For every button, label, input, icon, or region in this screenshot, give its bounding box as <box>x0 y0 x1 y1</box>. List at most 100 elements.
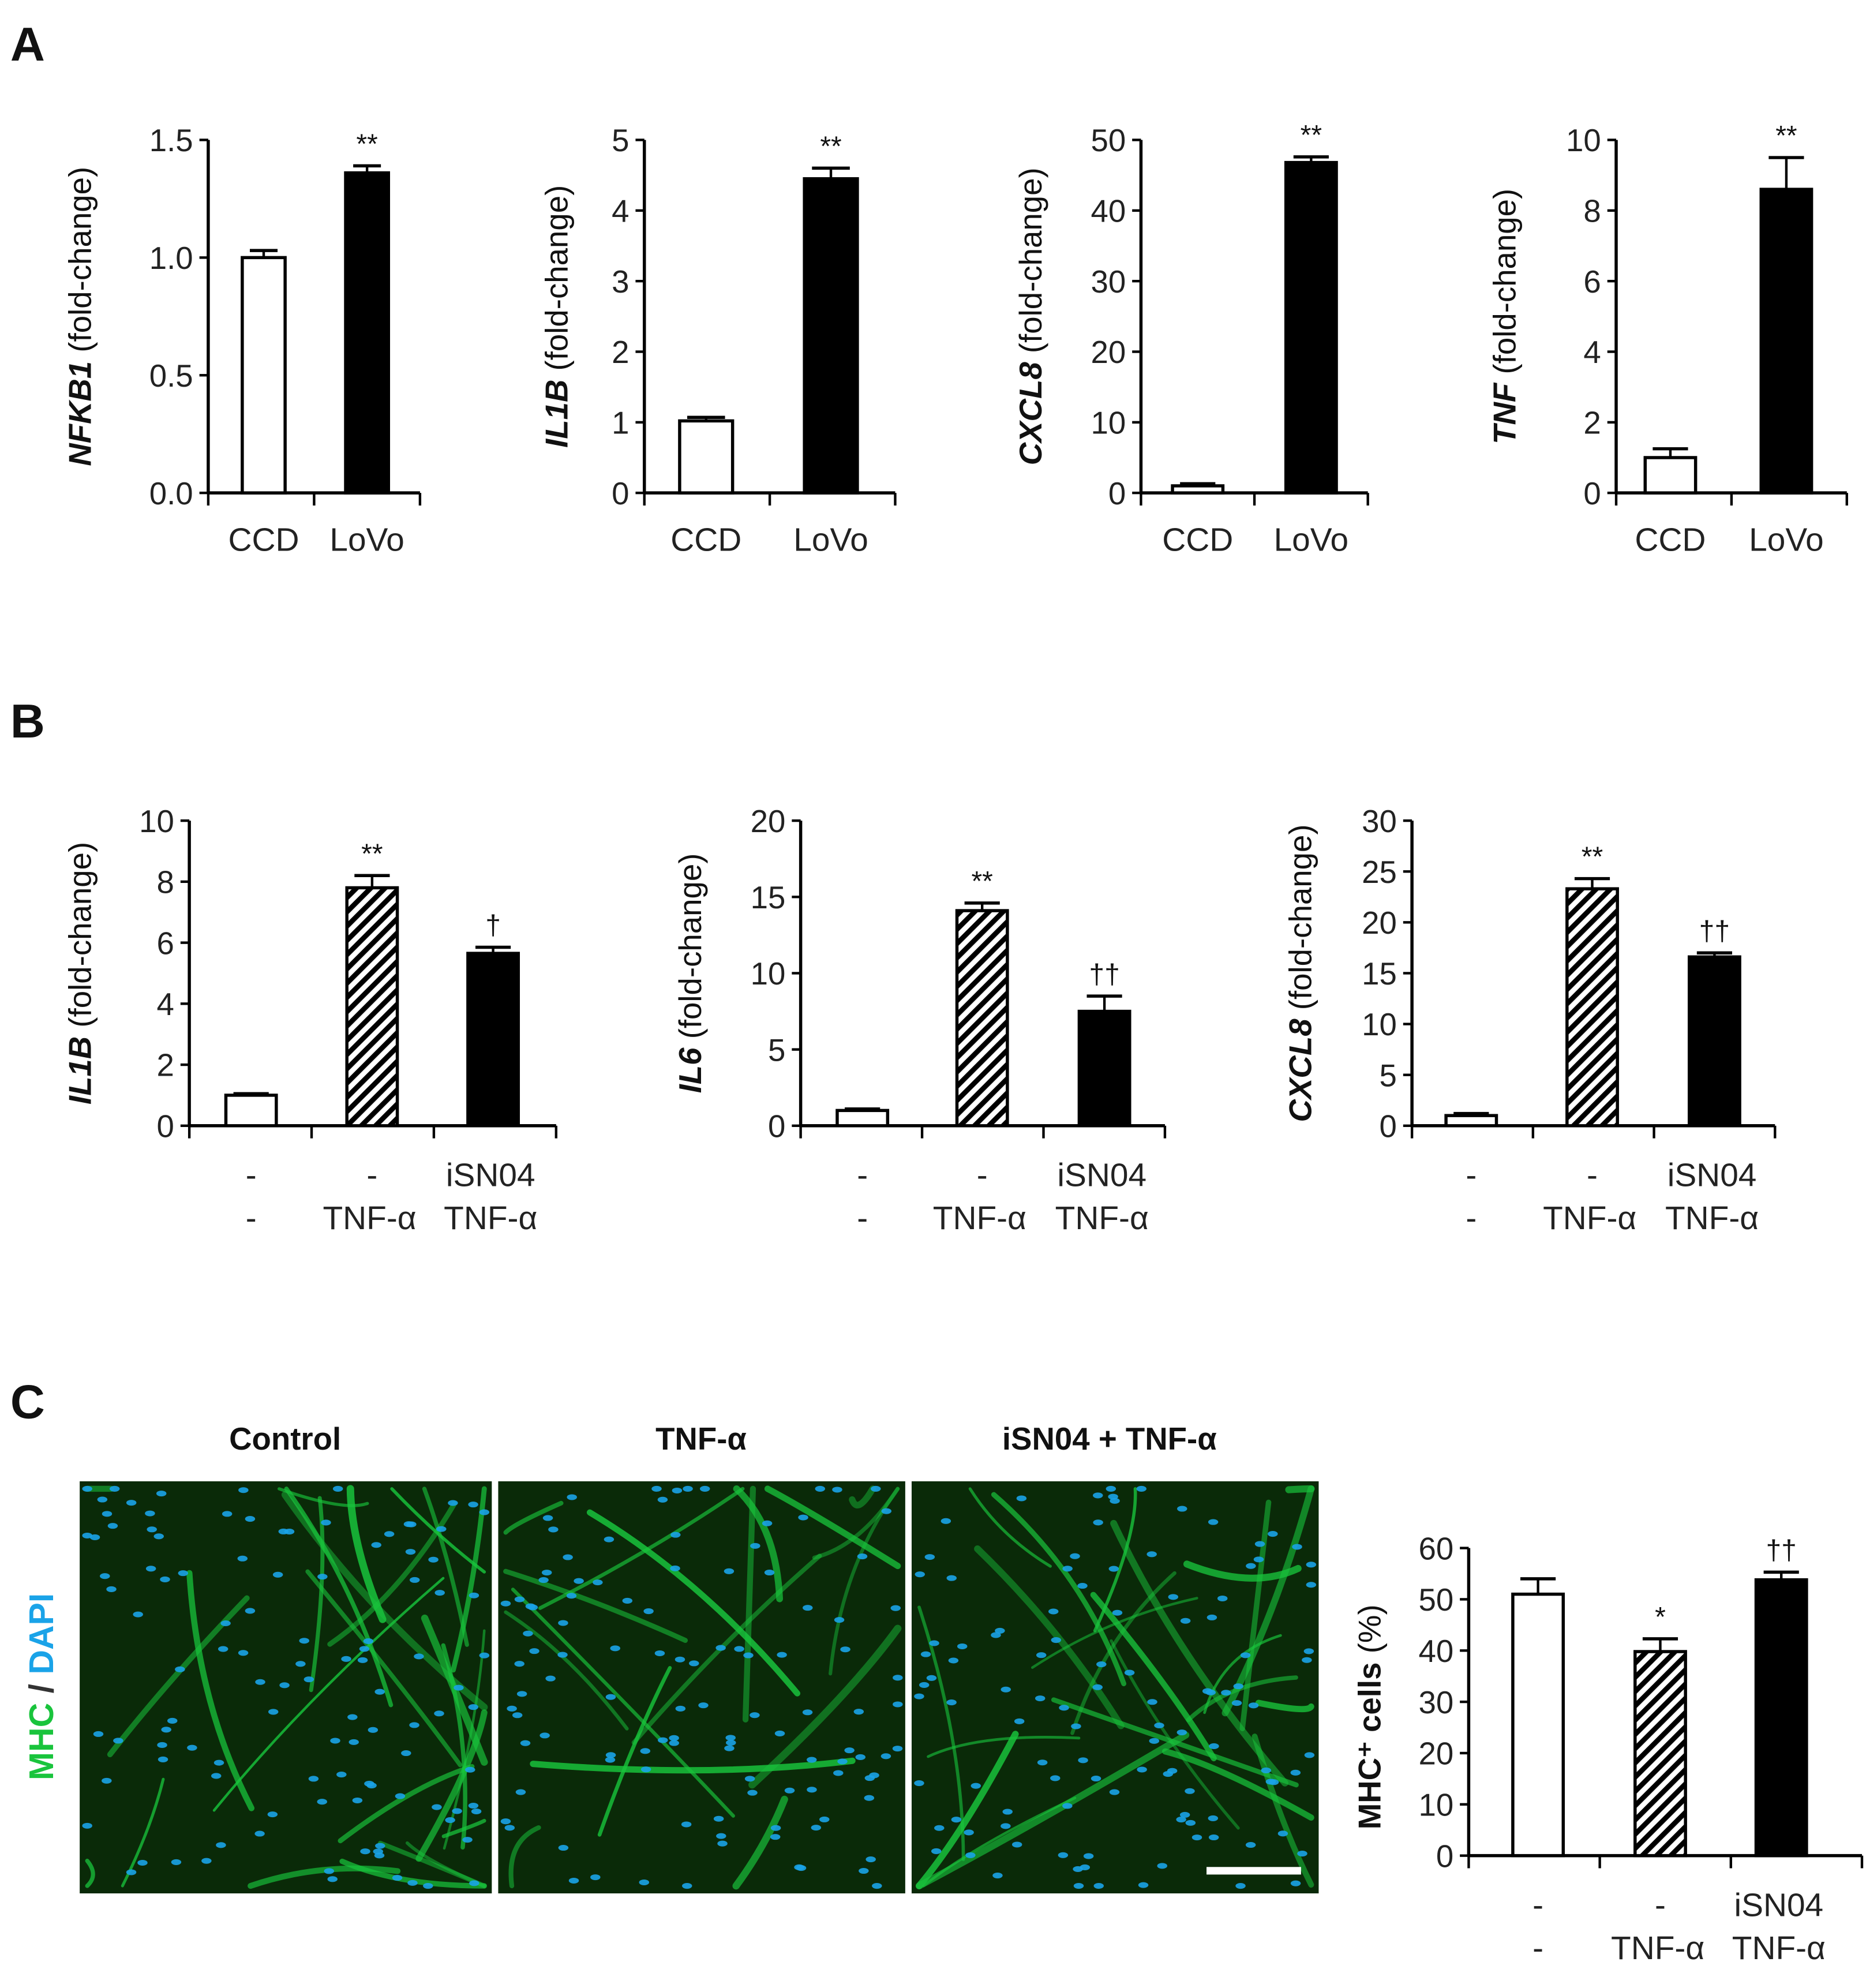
bar <box>1284 160 1338 495</box>
nucleus <box>1304 1752 1315 1758</box>
category-label: iSN04 <box>1734 1887 1823 1923</box>
y-tick-label: 40 <box>1418 1634 1453 1669</box>
bar <box>1759 188 1813 495</box>
nucleus <box>1261 1767 1272 1773</box>
micrograph-2 <box>911 1481 1319 1894</box>
y-tick-label: 20 <box>1362 905 1397 941</box>
nucleus <box>777 1652 787 1658</box>
y-axis-label-gene: NFKB1 <box>63 361 98 466</box>
nucleus <box>672 1487 683 1493</box>
category-label: CCD <box>1635 522 1706 559</box>
significance-marker: †† <box>1089 959 1119 990</box>
nucleus <box>352 1797 363 1803</box>
nucleus <box>871 1485 881 1492</box>
myotube <box>1031 1597 1198 1669</box>
panel-label-c: C <box>10 1375 45 1429</box>
nucleus <box>295 1661 306 1667</box>
nucleus <box>964 1829 974 1836</box>
nucleus <box>654 1650 665 1656</box>
nucleus <box>844 1747 855 1754</box>
nucleus <box>1191 1834 1202 1841</box>
nucleus <box>126 1500 137 1506</box>
nucleus <box>539 1732 550 1739</box>
nucleus <box>368 1727 379 1733</box>
nucleus <box>409 1722 419 1728</box>
nucleus <box>100 1573 110 1579</box>
nucleus <box>926 1675 937 1681</box>
nucleus <box>161 1727 171 1733</box>
chart-a1: 0.0 0.5 1.0 1.5 CCD ** LoVo NFKB1 (fold-change) <box>63 123 422 559</box>
nucleus <box>102 1511 113 1517</box>
bar <box>1565 887 1619 1128</box>
nucleus <box>1093 1519 1103 1526</box>
y-axis-label-gene: IL1B <box>63 1036 98 1105</box>
category-label: - <box>857 1158 868 1194</box>
nucleus <box>1302 1657 1312 1663</box>
nucleus <box>245 1608 256 1614</box>
nucleus <box>643 1608 654 1615</box>
y-tick-label: 4 <box>157 987 174 1022</box>
nucleus <box>1108 1566 1119 1572</box>
nucleus <box>605 1694 616 1700</box>
y-tick-label: 0 <box>1583 476 1601 511</box>
myotube <box>107 1595 250 1758</box>
charts: 0.0 0.5 1.0 1.5 CCD ** LoVo NFKB1 (fold-change)… <box>63 120 1864 1967</box>
nucleus <box>469 1592 479 1598</box>
category-label: TNF-α <box>1543 1200 1636 1237</box>
nucleus <box>1014 1718 1025 1724</box>
nucleus <box>268 1709 279 1715</box>
nucleus <box>1149 1738 1160 1744</box>
myotube <box>1162 1748 1314 1821</box>
myotube <box>733 1485 784 1603</box>
nucleus <box>145 1566 156 1572</box>
nucleus <box>802 1709 813 1716</box>
myotube <box>1183 1560 1302 1582</box>
nucleus <box>255 1679 265 1685</box>
nucleus <box>1124 1669 1135 1676</box>
category-label: iSN04 <box>1668 1158 1757 1194</box>
nucleus <box>890 1605 901 1611</box>
nucleus <box>97 1496 108 1503</box>
nucleus <box>324 1868 335 1874</box>
bar <box>678 419 735 495</box>
nucleus <box>698 1702 709 1709</box>
nucleus <box>330 1738 340 1744</box>
bar <box>1754 1578 1808 1858</box>
y-tick-label: 0 <box>157 1109 174 1144</box>
significance-marker: ** <box>971 866 992 897</box>
nucleus <box>1303 1648 1314 1654</box>
myotube <box>748 1624 902 1789</box>
nucleus <box>137 1859 148 1866</box>
nucleus <box>770 1825 781 1831</box>
nucleus <box>220 1620 231 1627</box>
significance-marker: ** <box>361 838 383 869</box>
myotube <box>422 1487 469 1647</box>
nucleus <box>713 1815 724 1822</box>
nucleus <box>914 1780 924 1787</box>
category-label: - <box>1466 1200 1477 1237</box>
significance-marker: ** <box>356 129 377 159</box>
nucleus <box>374 1852 385 1859</box>
nucleus <box>605 1757 616 1763</box>
nucleus <box>682 1883 692 1889</box>
nucleus <box>1163 1771 1174 1777</box>
nucleus <box>1093 1883 1104 1889</box>
y-axis-label-unit: (%) <box>1352 1604 1388 1662</box>
nucleus <box>1180 1618 1191 1624</box>
myotube <box>927 1735 1081 1758</box>
category-label: - <box>1655 1887 1666 1923</box>
category-label: iSN04 <box>1057 1158 1146 1194</box>
myotube <box>186 1570 255 1811</box>
nucleus <box>834 1617 845 1623</box>
y-tick-label: 30 <box>1362 804 1397 839</box>
nucleus <box>832 1487 842 1493</box>
nucleus <box>468 1704 479 1710</box>
nucleus <box>347 1714 358 1720</box>
y-tick-label: 50 <box>1418 1582 1453 1618</box>
nucleus <box>89 1534 100 1540</box>
nucleus <box>1185 1819 1196 1826</box>
image-title-tnf: TNF-α <box>655 1421 747 1457</box>
category-label: TNF-α <box>1665 1200 1759 1237</box>
bar <box>1643 456 1698 495</box>
y-axis-label-unit: (fold-change) <box>63 842 98 1036</box>
